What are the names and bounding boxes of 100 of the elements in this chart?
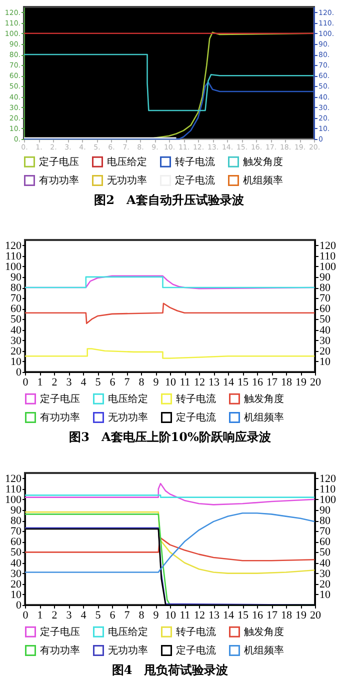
x-tick-label: 7 (124, 376, 130, 388)
y2-tick-label: 100 (320, 260, 336, 273)
y-tick-label: 20 (10, 345, 22, 358)
x-tick-label: 17 (266, 376, 278, 388)
y-tick-label: 10 (10, 588, 22, 601)
legend-label: 机组频率 (244, 412, 284, 424)
legend-label: 机组频率 (244, 644, 284, 656)
y2-tick-label: 50 (320, 546, 331, 559)
y-tick-label: 30 (10, 334, 22, 347)
x-tick-label: 15 (238, 376, 249, 388)
legend-label: 触发角度 (243, 156, 283, 168)
legend-label: 有功功率 (40, 644, 80, 656)
legend-label: 定子电流 (175, 174, 215, 186)
x-tick-label: 20 (310, 376, 322, 388)
x-tick-label: 9 (153, 610, 160, 622)
x-tick-label: 4 (80, 610, 87, 622)
y2-tick-label: 20 (320, 345, 331, 358)
y-tick-label: 80 (10, 282, 22, 294)
legend-label: 触发角度 (244, 392, 284, 405)
y-tick-label: 40 (10, 557, 22, 570)
text: 图4 甩负荷试验录波 (112, 663, 230, 677)
y2-tick-label: 110 (320, 483, 336, 496)
x-tick-label: 19 (296, 610, 307, 622)
y2-tick-label: 100 (320, 494, 336, 506)
x-tick-label: 15 (238, 610, 249, 622)
x-tick-label: 5 (95, 376, 102, 388)
x-tick-label: 14 (223, 610, 234, 622)
legend-label: 无功功率 (107, 174, 147, 186)
y-tick-label: 10 (10, 356, 22, 368)
y2-tick-label: 20 (320, 578, 331, 590)
legend-label: 定子电压 (40, 392, 80, 405)
x-tick-label: 20 (310, 610, 322, 622)
text: 图3 A套电压上阶10%阶跃响应录波 (69, 430, 272, 444)
y-tick-label: 20 (10, 578, 22, 590)
x-tick-label: 7 (124, 610, 130, 622)
x-tick-label: 3 (66, 610, 72, 622)
legend-label: 定子电流 (176, 412, 216, 424)
legend-label: 有功功率 (39, 174, 79, 186)
x-tick-label: 18 (281, 376, 292, 388)
x-tick-label: 3 (66, 376, 72, 388)
y-tick-label: 60 (10, 536, 22, 548)
x-tick-label: 6 (110, 376, 116, 388)
y-tick-label: 120 (5, 240, 22, 252)
x-tick-label: 1 (37, 610, 43, 622)
x-tick-label: 17 (266, 610, 278, 622)
x-tick-label: 11 (180, 376, 190, 388)
y-tick-label: 100 (5, 494, 22, 506)
x-tick-label: 13 (208, 376, 220, 388)
y-tick-label: 70 (10, 292, 22, 305)
y-tick-label: 0 (16, 600, 22, 612)
x-tick-label: 9 (153, 376, 160, 388)
y-tick-label: 60 (10, 303, 22, 316)
x-tick-label: 16 (252, 376, 264, 388)
x-tick-label: 5 (95, 610, 102, 622)
x-tick-label: 16 (252, 610, 264, 622)
legend-label: 无功功率 (108, 412, 148, 424)
x-tick-label: 11 (180, 610, 190, 622)
x-tick-label: 12 (194, 376, 205, 388)
legend-label: 定子电流 (176, 644, 216, 656)
line-series (24, 302, 316, 324)
y2-tick-label: 70 (320, 526, 331, 538)
y2-tick-label: 40 (320, 557, 331, 570)
y2-tick-label: 10 (320, 356, 331, 368)
x-tick-label: 1 (37, 376, 43, 388)
x-tick-label: 10 (165, 376, 176, 388)
y-tick-label: 40 (10, 324, 22, 336)
y2-tick-label: 90 (320, 504, 331, 516)
y-tick-label: 110 (5, 250, 22, 262)
y2-tick-label: 90 (320, 271, 331, 284)
legend-label: 有功功率 (40, 412, 80, 424)
legend-label: 定子电压 (39, 156, 79, 168)
y2-tick-label: 60 (320, 536, 331, 548)
legend-label: 无功功率 (108, 644, 148, 656)
legend-label: 转子电流 (175, 156, 215, 168)
x-tick-label: 10 (165, 610, 176, 622)
y-tick-label: 70 (10, 526, 22, 538)
line-series (24, 482, 316, 506)
y2-tick-label: 110 (320, 250, 336, 262)
x-tick-label: 8 (138, 376, 145, 388)
y-tick-label: 50 (10, 314, 22, 326)
x-tick-label: 12 (194, 610, 205, 622)
y2-tick-label: 30 (320, 568, 331, 580)
x-tick-label: 2 (52, 376, 58, 388)
y-tick-label: 110 (5, 483, 22, 496)
y-tick-label: 0 (16, 366, 22, 378)
legend-label: 触发角度 (244, 626, 284, 638)
y-tick-label: 90 (10, 504, 22, 516)
y2-tick-label: 120 (320, 472, 336, 485)
y-tick-label: 90 (10, 271, 22, 284)
x-tick-label: 14 (223, 376, 234, 388)
legend-label: 转子电流 (176, 392, 216, 405)
y2-tick-label: 10 (320, 588, 331, 601)
legend-label: 电压给定 (108, 392, 148, 405)
x-tick-label: 8 (138, 610, 145, 622)
y2-tick-label: 80 (320, 515, 331, 528)
y2-tick-label: 80 (320, 282, 331, 294)
legend-label: 定子电压 (40, 626, 80, 638)
x-tick-label: 6 (110, 610, 116, 622)
line-series (23, 54, 315, 112)
y2-tick-label: 70 (320, 292, 331, 305)
